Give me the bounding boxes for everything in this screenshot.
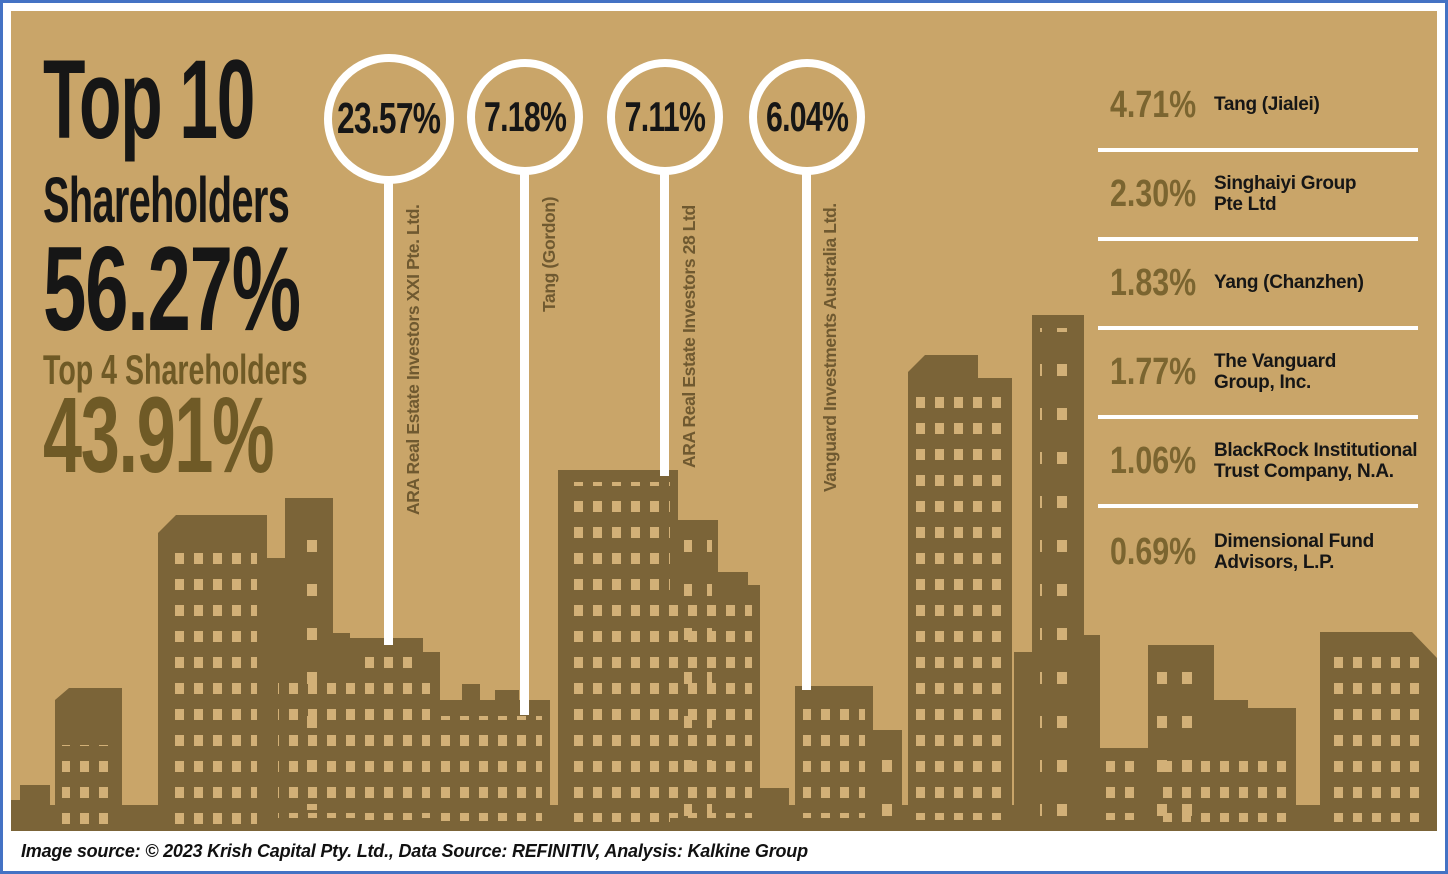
shareholder-name: Tang (Jialei) [1214,94,1320,116]
pointer-line-3 [660,174,669,476]
title-shareholders: Shareholders [43,164,290,236]
city-skyline-illustration [11,315,1437,831]
shareholder-row: 2.30% Singhaiyi Group Pte Ltd [1098,152,1418,241]
pointer-line-1 [384,183,393,645]
shareholder-name: The Vanguard Group, Inc. [1214,350,1337,393]
shareholder-percent: 0.69% [1110,531,1197,573]
shareholder-row: 1.06% BlackRock Institutional Trust Comp… [1098,419,1418,508]
bubble-company-label-3: ARA Real Estate Investors 28 Ltd [679,205,699,468]
bubble-percent: 6.04% [765,93,849,140]
bubble-percent: 7.18% [483,93,567,140]
infographic-canvas: Top 10 Shareholders 56.27% Top 4 Shareho… [11,11,1437,831]
bubble-shareholder-3: 7.11% [607,59,723,175]
shareholder-percent: 1.83% [1110,262,1197,304]
shareholder-row: 4.71% Tang (Jialei) [1098,63,1418,152]
top4-label: Top 4 Shareholders [43,346,308,393]
shareholder-row: 1.77% The Vanguard Group, Inc. [1098,330,1418,419]
title-top10: Top 10 [43,37,255,162]
shareholder-percent: 1.06% [1110,440,1197,482]
bubble-company-label-1: ARA Real Estate Investors XXI Pte. Ltd. [403,204,423,515]
shareholder-name: BlackRock Institutional Trust Company, N… [1214,439,1418,482]
attribution-bar: Image source: © 2023 Krish Capital Pty. … [11,831,1437,871]
bubble-shareholder-4: 6.04% [749,59,865,175]
bubble-shareholder-2: 7.18% [467,59,583,175]
bubble-company-label-4: Vanguard Investments Australia Ltd. [820,203,840,492]
bubble-shareholder-1: 23.57% [324,54,454,184]
shareholder-name: Yang (Chanzhen) [1214,272,1364,294]
shareholder-name: Singhaiyi Group Pte Ltd [1214,172,1357,215]
pointer-line-4 [802,174,811,690]
shareholder-percent: 1.77% [1110,351,1197,393]
shareholder-row: 0.69% Dimensional Fund Advisors, L.P. [1098,508,1418,597]
bubble-percent: 7.11% [624,93,706,140]
shareholder-percent: 4.71% [1110,84,1197,126]
shareholder-percent: 2.30% [1110,173,1197,215]
minor-shareholders-list: 4.71% Tang (Jialei) 2.30% Singhaiyi Grou… [1098,63,1418,597]
bubble-percent: 23.57% [337,94,441,143]
shareholder-name: Dimensional Fund Advisors, L.P. [1214,530,1374,573]
shareholder-row: 1.83% Yang (Chanzhen) [1098,241,1418,330]
top10-total-percent: 56.27% [43,222,301,356]
bubble-company-label-2: Tang (Gordon) [539,196,559,312]
attribution-text: Image source: © 2023 Krish Capital Pty. … [21,840,808,861]
pointer-line-2 [520,174,529,715]
top4-total-percent: 43.91% [43,374,275,495]
